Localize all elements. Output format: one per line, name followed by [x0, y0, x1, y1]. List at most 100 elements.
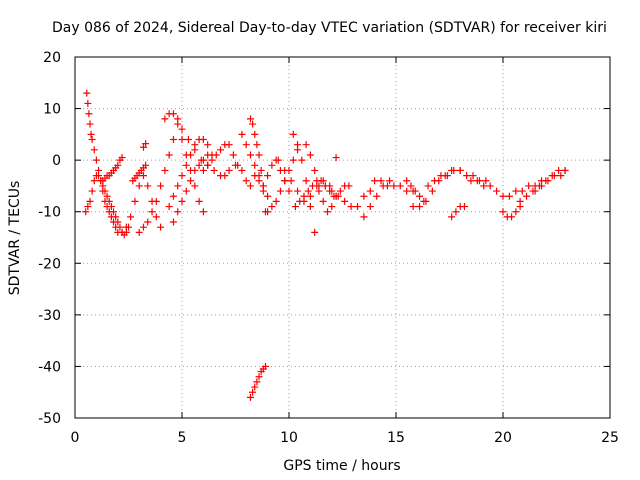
grid-layer — [75, 57, 610, 418]
data-point — [246, 151, 254, 159]
data-point — [161, 115, 169, 123]
data-point — [187, 151, 195, 159]
data-point — [118, 228, 126, 236]
data-point — [518, 187, 526, 195]
data-point — [334, 192, 342, 200]
data-point — [169, 192, 177, 200]
data-point — [424, 182, 432, 190]
data-point — [191, 182, 199, 190]
data-point — [217, 146, 225, 154]
data-point — [212, 151, 220, 159]
data-point — [142, 161, 150, 169]
data-point — [324, 208, 332, 216]
data-point — [403, 177, 411, 185]
series-arc25 — [360, 177, 394, 221]
data-point — [386, 177, 394, 185]
data-point — [242, 177, 250, 185]
data-point — [195, 161, 203, 169]
x-tick-label: 25 — [601, 430, 619, 446]
data-point — [480, 182, 488, 190]
data-point — [184, 136, 192, 144]
data-point — [165, 151, 173, 159]
series-arc14 — [238, 130, 272, 200]
data-point — [191, 146, 199, 154]
data-point — [516, 197, 524, 205]
data-point — [499, 192, 507, 200]
data-point — [83, 89, 91, 97]
data-point — [195, 197, 203, 205]
data-point — [246, 393, 254, 401]
data-point — [531, 187, 539, 195]
data-point — [264, 192, 272, 200]
data-point — [411, 187, 419, 195]
data-point — [396, 182, 404, 190]
data-point — [336, 187, 344, 195]
data-point — [255, 373, 263, 381]
series-arc8 — [161, 110, 207, 216]
data-point — [85, 110, 93, 118]
data-point — [242, 141, 250, 149]
x-tick-label: 10 — [280, 430, 298, 446]
data-point — [105, 197, 113, 205]
data-point — [191, 166, 199, 174]
data-point — [88, 187, 96, 195]
data-point — [110, 208, 118, 216]
data-point — [306, 192, 314, 200]
y-axis-label: SDTVAR / TECUs — [7, 181, 23, 296]
data-point — [285, 187, 293, 195]
data-point — [178, 136, 186, 144]
data-point — [165, 203, 173, 211]
data-point — [555, 166, 563, 174]
data-point — [259, 182, 267, 190]
series-arc31 — [467, 177, 546, 200]
data-point — [144, 182, 152, 190]
data-point — [249, 120, 257, 128]
data-point — [103, 192, 111, 200]
series-arc17 — [246, 362, 269, 401]
data-point — [321, 182, 329, 190]
data-point — [268, 161, 276, 169]
data-point — [287, 177, 295, 185]
data-point — [317, 177, 325, 185]
data-point — [302, 141, 310, 149]
data-point — [407, 182, 415, 190]
data-point — [328, 203, 336, 211]
data-point — [238, 130, 246, 138]
data-point — [360, 192, 368, 200]
data-point — [276, 187, 284, 195]
data-point — [197, 156, 205, 164]
data-point — [289, 156, 297, 164]
tick-layer: 0 5 10 15 20 25 20 10 0 -10 -20 -30 -40 -50 — [38, 50, 619, 446]
data-point — [257, 166, 265, 174]
data-point — [178, 197, 186, 205]
y-tick-label: -50 — [38, 411, 61, 427]
data-point — [249, 388, 257, 396]
data-point — [443, 172, 451, 180]
data-point — [281, 177, 289, 185]
data-point — [92, 156, 100, 164]
data-point — [499, 208, 507, 216]
data-point — [409, 203, 417, 211]
data-point — [142, 140, 150, 148]
data-point — [512, 208, 520, 216]
data-point — [199, 136, 207, 144]
series-arc15 — [246, 115, 269, 216]
data-point — [88, 136, 96, 144]
series-arc24 — [332, 154, 340, 162]
data-point — [469, 172, 477, 180]
data-point — [291, 203, 299, 211]
series-arc21 — [302, 141, 353, 216]
data-point — [512, 187, 520, 195]
data-point — [347, 203, 355, 211]
data-point — [225, 141, 233, 149]
data-point — [182, 161, 190, 169]
data-point — [306, 151, 314, 159]
data-point — [182, 187, 190, 195]
data-point — [101, 187, 109, 195]
data-point — [272, 197, 280, 205]
data-point — [251, 130, 259, 138]
data-point — [86, 197, 94, 205]
data-point — [450, 166, 458, 174]
data-point — [416, 192, 424, 200]
data-point — [493, 187, 501, 195]
